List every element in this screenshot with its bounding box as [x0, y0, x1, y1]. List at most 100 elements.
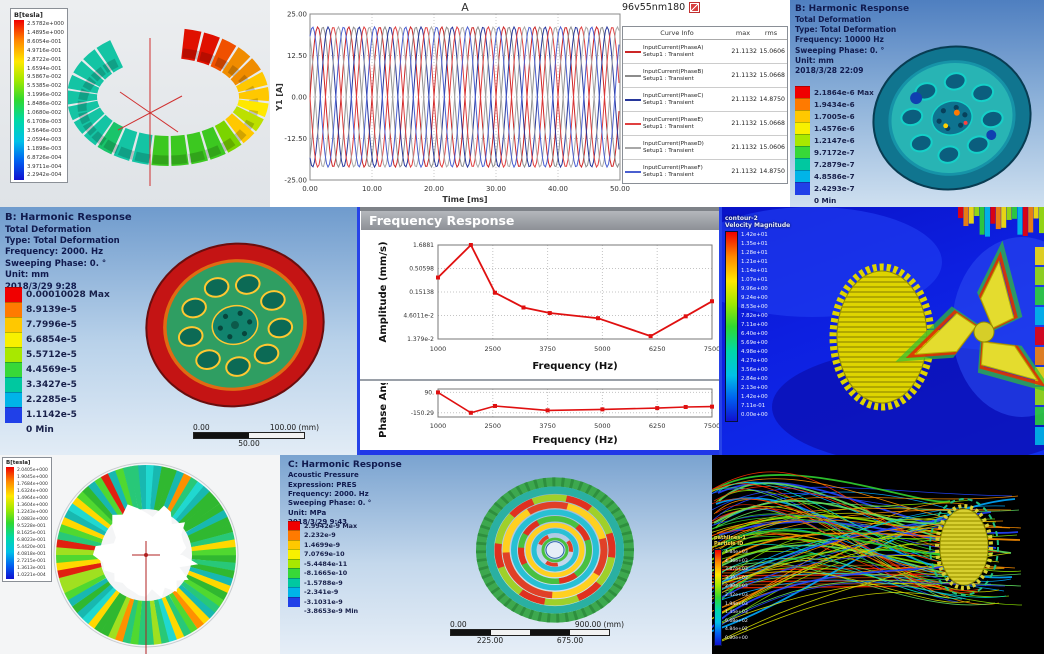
x-tick: 5000 — [594, 422, 611, 430]
text-line: B: Harmonic Response — [795, 4, 910, 14]
contour-sliver — [963, 207, 969, 227]
colorbar-label: 5.5712e-5 — [26, 349, 77, 360]
legend-value: 1.0680e-002 — [27, 110, 62, 117]
curve-rms: 15.0668 — [759, 120, 785, 127]
data-marker — [468, 243, 473, 247]
colorbar-entry: -2.341e-9 — [288, 587, 358, 598]
x-tick: 0.00 — [302, 185, 318, 193]
streamline — [713, 499, 1000, 605]
coil-segment — [238, 87, 270, 102]
colorbar-label: 0 Min — [814, 195, 837, 205]
coil-segment — [230, 58, 261, 86]
colorbar-label: -8.1665e-10 — [304, 569, 348, 578]
ruler-q1: 225.00 — [476, 636, 504, 645]
window-title-bar[interactable]: Frequency Response — [361, 211, 719, 230]
torus-render — [67, 28, 270, 186]
curve-name-line: InputCurrent(PhaseC) — [643, 92, 704, 99]
data-marker — [600, 407, 605, 412]
coil-shade — [103, 139, 120, 154]
ruler-bar — [193, 432, 305, 439]
flux-segment — [190, 562, 235, 579]
curve-color-sample — [625, 50, 641, 53]
flux-segment — [114, 598, 135, 642]
colorbar-band — [795, 145, 810, 159]
coil-shade — [182, 48, 200, 60]
legend-value: 1.42e+00 — [741, 394, 768, 401]
curve-name-line: InputCurrent(PhaseA) — [643, 44, 704, 51]
phase-chart: 1000 2500 3750 5000 6250 7500 90. -150.29 Phase … — [378, 383, 719, 446]
text-line: Frequency: 2000. Hz — [5, 247, 104, 258]
colorbar-label: 3.3427e-5 — [26, 379, 77, 390]
legend-value: 1.94e+03 — [725, 601, 748, 607]
data-marker — [683, 404, 688, 409]
legend-value: 1.3604e+000 — [17, 503, 48, 508]
ring-render — [53, 462, 239, 654]
colorbar-band — [5, 286, 22, 303]
lightening-hole — [900, 107, 924, 127]
streamline — [714, 583, 954, 627]
colorbar-band — [5, 301, 22, 318]
flux-segment — [72, 580, 111, 613]
legend-value: 2.13e+00 — [741, 385, 768, 392]
pressure-ring — [541, 537, 569, 563]
coil-shade — [152, 154, 169, 165]
colorbar-band — [5, 406, 22, 423]
text-line: Expression: PRES — [288, 480, 357, 489]
data-marker — [655, 406, 660, 411]
legend-value: 8.53e+00 — [741, 304, 768, 311]
current-plot: 0.00 10.00 20.00 30.00 40.00 50.00 25.00 12.50 0… — [275, 11, 630, 205]
colorbar-entry: 1.4699e-9 — [288, 539, 358, 550]
model-icon — [689, 2, 701, 13]
hot-spot — [963, 120, 968, 125]
field-legend: B[tesla] 2.5782e+000 1.4895e+000 8.6054e-0… — [10, 8, 68, 184]
colorbar-entry: 3.3427e-5 — [5, 376, 110, 393]
coil-segment — [73, 107, 105, 134]
colorbar-label: 2.4293e-7 — [814, 183, 855, 193]
text-line: Frequency: 10000 Hz — [795, 35, 884, 45]
lightening-hole — [971, 83, 995, 103]
y-axis-label: Amplitude (mm/s) — [378, 241, 389, 342]
legend-value: 8.6054e-001 — [27, 38, 62, 45]
legend-title: B[tesla] — [14, 11, 43, 19]
plot-frame — [437, 244, 713, 340]
flywheel-render — [145, 242, 325, 408]
flux-segment — [171, 590, 204, 629]
legend-title: contour-2 Velocity Magnitude — [725, 215, 790, 229]
legend-value: 2.42e+03 — [725, 592, 748, 598]
lightening-hole — [253, 343, 280, 365]
amplitude-chart: 1000 2500 3750 5000 6250 7500 1.6881 0.50598 0.1… — [378, 241, 719, 372]
flux-segment — [190, 531, 235, 548]
pressure-ring — [511, 509, 599, 591]
flux-segment — [130, 465, 143, 510]
text-line: Unit: mm — [795, 55, 834, 65]
curve-rms: 15.0606 — [759, 144, 785, 151]
flux-segment — [183, 577, 224, 608]
colorbar-band — [5, 376, 22, 393]
legend-value: 9.5867e-002 — [27, 74, 62, 81]
flux-segment — [107, 596, 131, 640]
legend-value: 6.8726e-004 — [27, 154, 62, 161]
colorbar-entry: -3.8653e-9 Min — [288, 607, 358, 617]
colorbar-label: 1.7005e-6 — [814, 111, 855, 121]
legend-gradient — [6, 467, 14, 579]
streamline — [712, 483, 980, 585]
legend-value: 1.8486e-002 — [27, 101, 62, 108]
legend-value: 9.96e+00 — [741, 286, 768, 293]
flywheel — [872, 45, 1032, 191]
text-line: Sweeping Phase: 0. ° — [288, 499, 372, 508]
coil-shade — [78, 111, 91, 125]
text-line: 2018/3/29 9:43 — [288, 518, 348, 527]
propeller-blade-group — [895, 306, 979, 362]
coil-segment — [214, 120, 242, 153]
legend-value: 1.7684e+000 — [17, 482, 48, 487]
curve-name: InputCurrent(PhaseC) Setup1 : Transient — [643, 93, 729, 106]
colorbar-entry: 4.4569e-5 — [5, 361, 110, 378]
streamline — [718, 482, 974, 568]
contour-sliver — [974, 207, 980, 217]
contour-sliver — [1035, 307, 1044, 325]
streamline — [717, 528, 948, 557]
flux-segment — [178, 584, 216, 619]
flux-segment — [82, 587, 117, 625]
lightening-hole — [980, 109, 1004, 129]
plot-title: A — [461, 1, 469, 14]
